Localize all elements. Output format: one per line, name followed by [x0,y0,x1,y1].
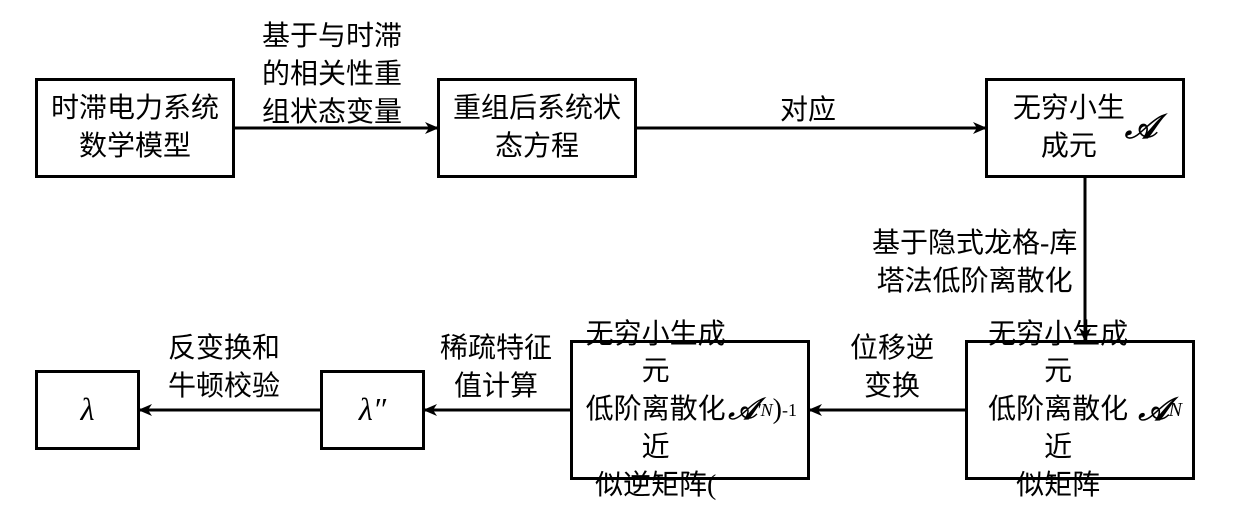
node-matrix-inv: 无穷小生成元低阶离散化近似逆矩阵(𝒜′N)-1 [570,340,810,480]
edge-label-e5: 稀疏特征值计算 [440,330,552,406]
edge-label-e3: 基于隐式龙格-库塔法低阶离散化 [872,225,1077,301]
node-generator: 无穷小生成元𝒜 [985,78,1185,178]
node-reorg: 重组后系统状态方程 [437,78,637,178]
edge-label-e2: 对应 [780,92,836,130]
node-matrix-an: 无穷小生成元低阶离散化近似矩阵 𝒜N [965,340,1195,480]
node-model: 时滞电力系统数学模型 [35,78,235,178]
node-lambda-pp: λ″ [320,370,425,450]
edge-label-e4: 位移逆变换 [850,330,934,406]
edge-label-e1: 基于与时滞的相关性重组状态变量 [262,18,402,131]
edge-label-e6: 反变换和牛顿校验 [168,330,280,406]
node-lambda: λ [35,370,140,450]
